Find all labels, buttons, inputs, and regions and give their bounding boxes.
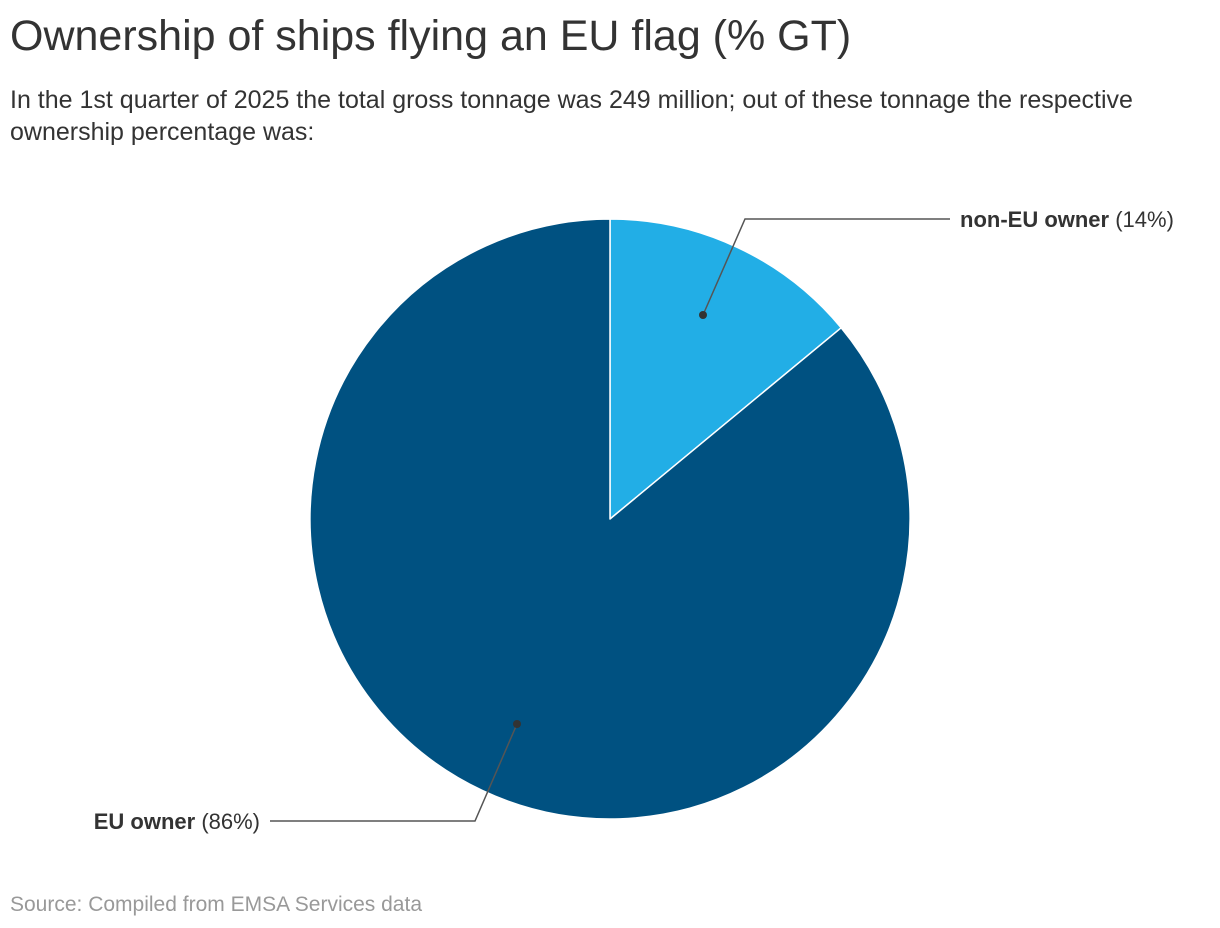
slice-value-non-eu-owner: (14%): [1115, 207, 1174, 232]
leader-dot-non-eu-owner: [699, 311, 707, 319]
pie-chart: non-EU owner (14%) EU owner (86%): [94, 207, 1174, 834]
slice-name-non-eu-owner: non-EU owner: [960, 207, 1110, 232]
leader-dot-eu-owner: [513, 720, 521, 728]
source-note: Source: Compiled from EMSA Services data: [10, 893, 423, 916]
slice-labels: non-EU owner (14%) EU owner (86%): [94, 207, 1174, 834]
pie-slices: [309, 218, 911, 820]
slice-value-eu-owner: (86%): [201, 809, 260, 834]
slice-label-non-eu-owner: non-EU owner (14%): [960, 207, 1174, 232]
pie-slice-eu-owner: [309, 218, 911, 820]
chart-subtitle: In the 1st quarter of 2025 the total gro…: [10, 86, 1133, 146]
slice-name-eu-owner: EU owner: [94, 809, 196, 834]
leader-line-eu-owner: [270, 723, 518, 822]
leader-line-non-eu-owner: [702, 218, 950, 316]
slice-label-eu-owner: EU owner (86%): [94, 809, 260, 834]
chart-title: Ownership of ships flying an EU flag (% …: [10, 12, 852, 60]
pie-slice-non-eu-owner: [609, 218, 842, 520]
